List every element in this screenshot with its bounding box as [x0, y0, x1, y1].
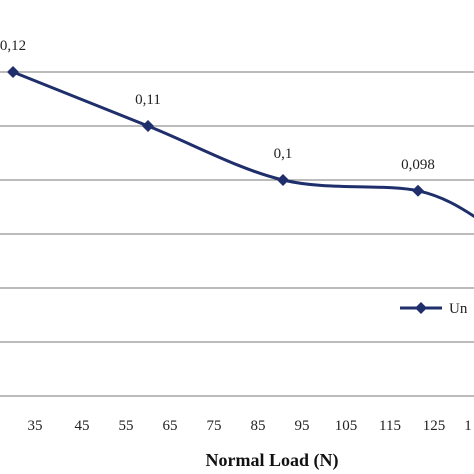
x-tick-label: 105: [335, 418, 358, 434]
gridlines: [0, 71, 474, 397]
x-tick-label: 1: [464, 418, 472, 434]
data-point-marker: [277, 174, 289, 186]
x-tick-label: 75: [207, 418, 222, 434]
x-tick-label: 35: [28, 418, 43, 434]
data-point-marker: [7, 66, 19, 78]
data-point-marker: [142, 120, 154, 132]
x-tick-labels: 35 45 55 65 75 85 95 105 115 125 1: [28, 418, 472, 434]
x-tick-label: 95: [295, 418, 310, 434]
data-labels: 0,12 0,11 0,1 0,098: [0, 38, 435, 173]
x-tick-label: 65: [163, 418, 178, 434]
data-label: 0,11: [135, 92, 161, 108]
legend-label: Un: [449, 301, 468, 317]
x-tick-label: 45: [75, 418, 90, 434]
legend[interactable]: Un: [400, 301, 468, 317]
series-markers: [7, 66, 424, 197]
x-axis-title: Normal Load (N): [206, 450, 339, 471]
data-point-marker: [412, 184, 424, 197]
x-tick-label: 125: [423, 418, 446, 434]
legend-marker-icon: [415, 302, 427, 314]
data-label: 0,098: [401, 157, 435, 173]
x-tick-label: 55: [119, 418, 134, 434]
data-label: 0,1: [274, 146, 293, 162]
series-line: [12, 70, 474, 219]
x-tick-label: 115: [379, 418, 401, 434]
x-tick-label: 85: [251, 418, 266, 434]
data-label: 0,12: [0, 38, 26, 54]
